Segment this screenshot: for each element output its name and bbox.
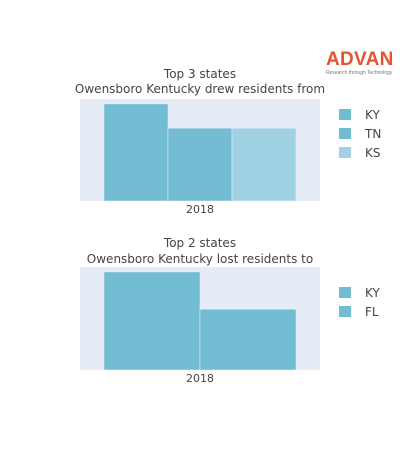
bar-ky	[103, 271, 201, 370]
advan-logo: ADVAN Research through Technology	[326, 50, 394, 76]
logo-tagline: Research through Technology	[326, 70, 393, 76]
chart-2-title-line-2: Owensboro Kentucky lost residents to	[86, 252, 314, 266]
chart-1-x-tick: 2018	[186, 203, 214, 216]
legend-label: TN	[365, 126, 382, 141]
chart-1-plot-area	[80, 99, 320, 201]
bar-tn	[167, 127, 233, 201]
bar-fl	[199, 308, 297, 370]
legend-label: KY	[365, 107, 380, 122]
legend-item-tn[interactable]: TN	[339, 124, 381, 143]
legend-label: FL	[365, 304, 379, 319]
chart-1-title-line-1: Top 3 states	[163, 67, 237, 81]
legend-label: KY	[365, 285, 380, 300]
chart-1-bars	[103, 103, 297, 201]
legend-swatch	[339, 287, 351, 298]
legend-label: KS	[365, 145, 381, 160]
legend-swatch	[339, 147, 351, 158]
legend-item-ks[interactable]: KS	[339, 143, 381, 162]
legend-swatch	[339, 109, 351, 120]
legend-item-fl[interactable]: FL	[339, 302, 380, 321]
chart-2-x-tick: 2018	[186, 372, 214, 385]
bar-ky	[103, 103, 169, 201]
legend-swatch	[339, 128, 351, 139]
logo-wordmark: ADVAN	[326, 49, 394, 70]
chart-2-bars	[103, 271, 297, 370]
chart-2-legend: KY FL	[339, 283, 380, 321]
chart-2-plot-area	[80, 267, 320, 370]
chart-1-legend: KY TN KS	[339, 105, 381, 162]
legend-item-ky[interactable]: KY	[339, 283, 380, 302]
bar-ks	[231, 127, 297, 201]
legend-item-ky[interactable]: KY	[339, 105, 381, 124]
chart-2-title-line-1: Top 2 states	[163, 236, 237, 250]
legend-swatch	[339, 306, 351, 317]
chart-1-title-line-2: Owensboro Kentucky drew residents from	[74, 82, 326, 96]
